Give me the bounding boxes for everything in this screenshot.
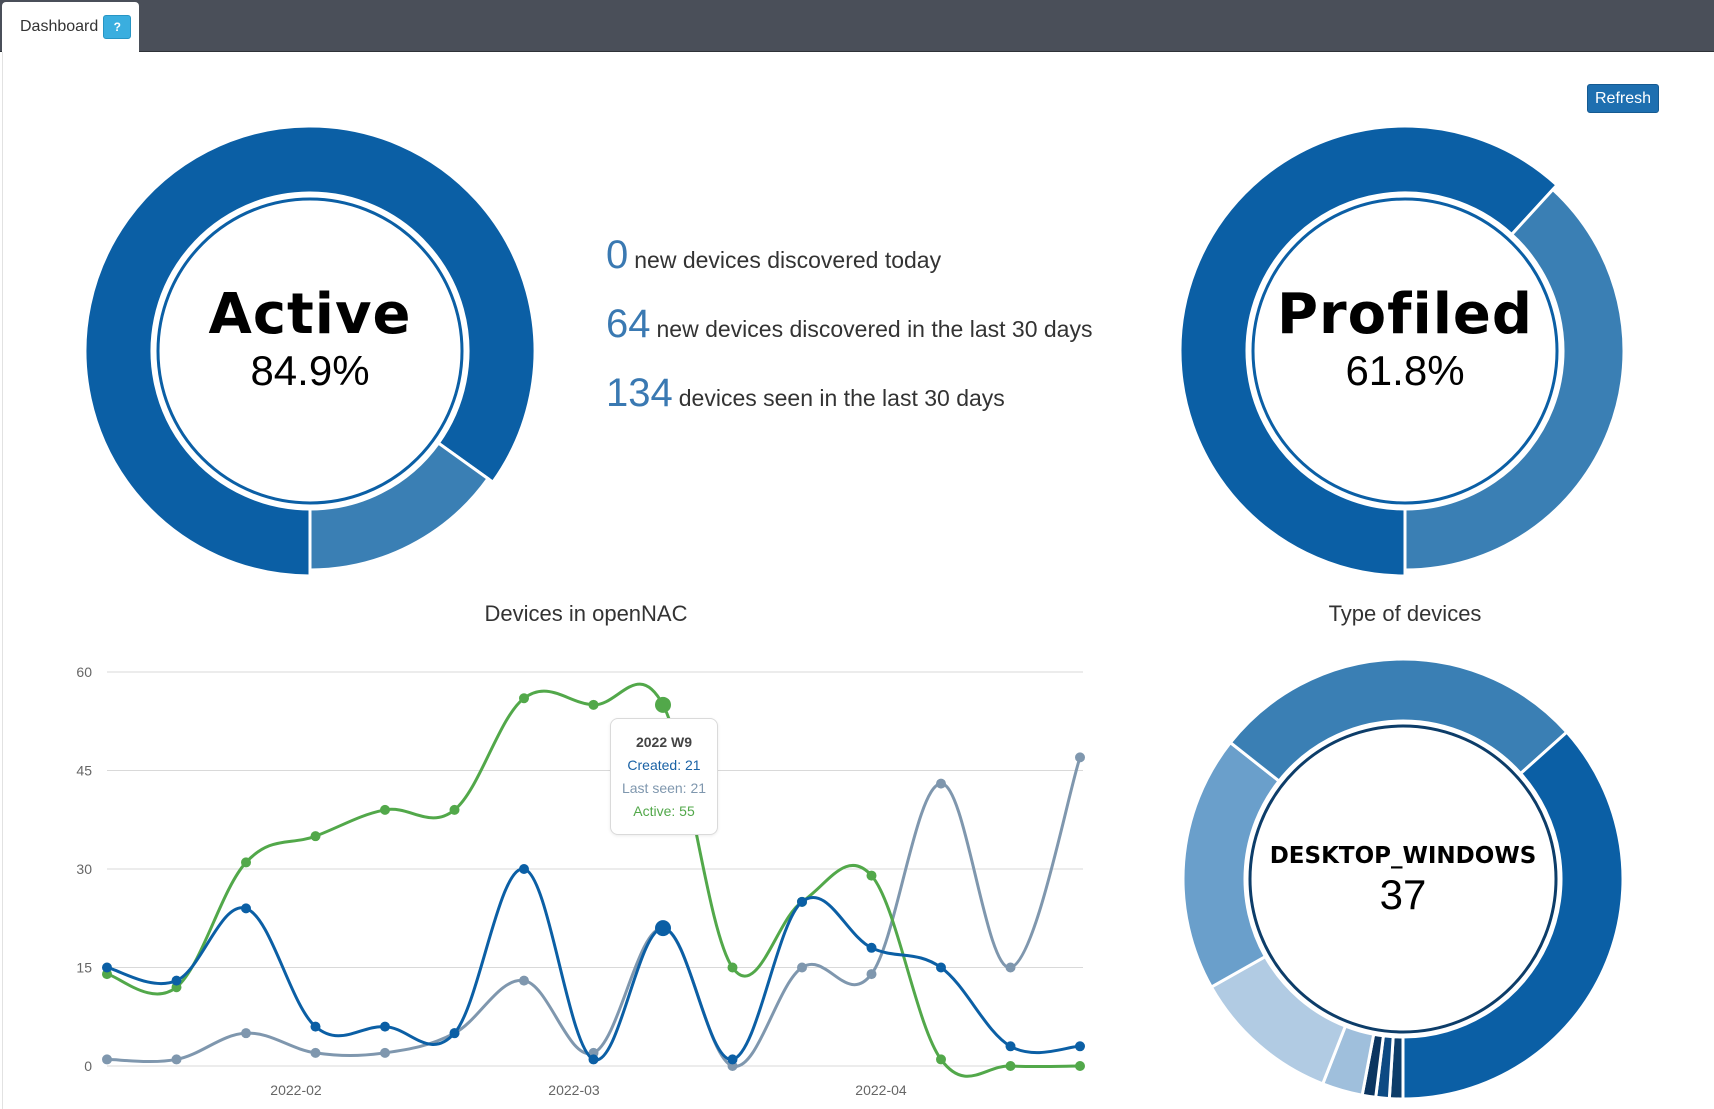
point-last-seen: [102, 1054, 112, 1065]
active-slice-rest: [308, 440, 491, 572]
point-last-seen: [936, 778, 946, 789]
y-tick-label: 0: [84, 1058, 92, 1074]
x-tick-label: 2022-04: [855, 1082, 907, 1098]
active-donut-chart: [83, 124, 537, 578]
point-created: [449, 1028, 460, 1039]
top-bar: [0, 0, 1714, 52]
stat-today: 0 new devices discovered today: [606, 233, 941, 278]
stat-today-value: 0: [606, 233, 629, 277]
devices-line-chart: 0 15 30 45 60 2022-02 2022-03 2022-04: [76, 664, 1085, 1098]
stat-30-days-seen-value: 134: [606, 371, 673, 415]
point-last-seen: [519, 975, 529, 986]
point-last-seen: [171, 1054, 182, 1065]
point-last-seen: [797, 962, 807, 973]
type-center-value: 37: [1379, 871, 1427, 918]
point-active: [519, 693, 529, 704]
tooltip-title: 2022 W9: [635, 734, 693, 750]
chart-tooltip: 2022 W9 Created: 21 Last seen: 21 Active…: [610, 718, 718, 835]
point-active: [380, 804, 390, 815]
point-created: [171, 975, 182, 986]
stat-30-days-new-value: 64: [606, 302, 651, 346]
type-slice-1: [1228, 657, 1569, 784]
type-chart-title: Type of devices: [1328, 601, 1482, 626]
point-active: [449, 804, 460, 815]
point-active: [241, 857, 251, 868]
panel-border: [2, 52, 3, 1109]
profiled-title: Profiled: [1277, 282, 1533, 347]
stat-30-days-seen-text: devices seen in the last 30 days: [678, 385, 1005, 411]
x-tick-label: 2022-02: [270, 1082, 322, 1098]
tooltip-created: Created: 21: [627, 757, 701, 773]
y-tick-label: 45: [76, 763, 92, 779]
point-created: [655, 920, 671, 937]
type-slice-0: [1401, 730, 1625, 1101]
x-tick-label: 2022-03: [548, 1082, 600, 1098]
active-inner-ring: [156, 197, 464, 505]
tab-dashboard[interactable]: Dashboard ?: [2, 2, 139, 52]
point-created: [797, 896, 807, 907]
y-tick-label: 60: [76, 664, 92, 680]
tab-dashboard-label: Dashboard: [20, 18, 99, 35]
type-center-label: DESKTOP_WINDOWS: [1269, 843, 1537, 869]
stat-today-text: new devices discovered today: [634, 247, 942, 273]
point-last-seen: [866, 969, 877, 980]
active-slice-main: [83, 124, 537, 578]
stat-30-days-new-text: new devices discovered in the last 30 da…: [656, 316, 1093, 342]
stat-30-days-seen: 134 devices seen in the last 30 days: [606, 371, 1005, 416]
point-created: [310, 1021, 321, 1032]
profiled-percent: 61.8%: [1345, 347, 1465, 394]
profiled-slice-rest: [1403, 187, 1626, 572]
point-active: [310, 831, 321, 842]
point-last-seen: [380, 1047, 390, 1058]
point-created: [588, 1054, 599, 1065]
point-created: [936, 962, 946, 973]
stat-30-days-new: 64 new devices discovered in the last 30 …: [606, 302, 1092, 347]
y-tick-label: 30: [76, 861, 92, 877]
line-chart-title: Devices in openNAC: [484, 601, 688, 626]
active-title: Active: [208, 282, 412, 347]
type-donut-label: DESKTOP_WINDOWS 37: [1253, 843, 1553, 919]
point-last-seen: [1075, 752, 1085, 763]
profiled-slice-main: [1178, 124, 1560, 578]
y-tick-label: 15: [76, 960, 92, 976]
point-created: [866, 942, 877, 953]
profiled-donut-chart: [1178, 124, 1626, 578]
active-percent: 84.9%: [250, 347, 370, 394]
type-inner-ring: [1248, 724, 1558, 1034]
point-active: [588, 699, 599, 710]
point-created: [1075, 1041, 1085, 1052]
point-last-seen: [310, 1047, 321, 1058]
point-created: [519, 864, 529, 874]
point-last-seen: [1005, 962, 1016, 973]
type-of-devices-chart: [1181, 657, 1625, 1101]
help-button[interactable]: ?: [103, 15, 132, 39]
point-last-seen: [241, 1028, 251, 1039]
point-active: [866, 870, 877, 881]
point-active: [1075, 1061, 1085, 1071]
point-active: [655, 696, 671, 713]
series-line-created: [106, 867, 1081, 1061]
point-active: [727, 962, 738, 973]
profiled-donut-label: Profiled 61.8%: [1245, 282, 1565, 395]
series-line-active: [106, 682, 1081, 1078]
point-created: [380, 1021, 390, 1032]
active-donut-label: Active 84.9%: [150, 282, 470, 395]
point-created: [241, 903, 251, 914]
point-created: [727, 1054, 738, 1065]
point-created: [102, 962, 112, 973]
point-created: [1005, 1041, 1016, 1052]
tooltip-active: Active: 55: [633, 803, 695, 819]
point-active: [936, 1054, 946, 1065]
refresh-button[interactable]: Refresh: [1587, 84, 1659, 113]
profiled-inner-ring: [1251, 197, 1559, 505]
tooltip-last-seen: Last seen: 21: [621, 780, 707, 796]
point-active: [1005, 1061, 1016, 1071]
